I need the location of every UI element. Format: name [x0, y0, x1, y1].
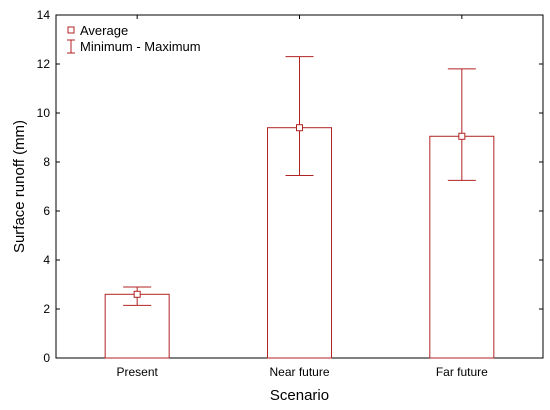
average-markers — [133, 124, 466, 298]
y-tick-label: 8 — [43, 155, 50, 169]
y-tick-label: 12 — [37, 57, 51, 71]
legend-average-marker — [67, 26, 75, 34]
y-axis: 0 2 4 6 8 10 12 14 — [37, 8, 543, 365]
y-tick-label: 2 — [43, 302, 50, 316]
legend-min-max-marker — [67, 39, 75, 54]
legend: Average Minimum - Maximum — [67, 23, 201, 54]
average-marker — [296, 124, 303, 132]
y-tick-label: 10 — [37, 106, 51, 120]
x-tick-label: Near future — [269, 365, 329, 379]
y-tick-label: 0 — [43, 351, 50, 365]
x-axis: Present Near future Far future — [116, 15, 488, 379]
x-tick-label: Far future — [436, 365, 488, 379]
average-marker — [133, 290, 141, 298]
y-tick-label: 14 — [37, 8, 51, 22]
x-tick-label: Present — [116, 365, 158, 379]
y-tick-label: 4 — [43, 253, 50, 267]
y-tick-label: 6 — [43, 204, 50, 218]
average-marker — [458, 132, 466, 140]
error-bars — [123, 56, 476, 306]
x-axis-title: Scenario — [270, 387, 329, 404]
legend-min-max-label: Minimum - Maximum — [80, 39, 201, 54]
y-axis-title: Surface runoff (mm) — [11, 120, 28, 253]
legend-average-label: Average — [80, 23, 128, 38]
